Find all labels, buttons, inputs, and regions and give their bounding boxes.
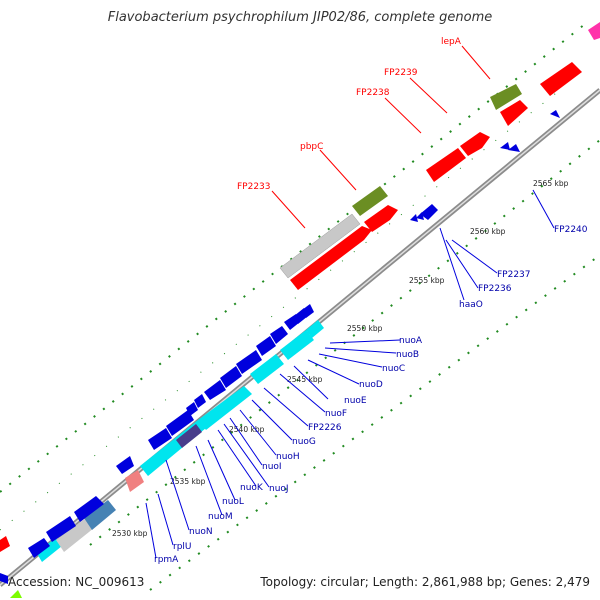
label-FP2239[interactable]: FP2239 [384,68,418,78]
gene-nuoK[interactable] [186,402,198,416]
forward-genes[interactable] [0,22,600,552]
gene-haaO[interactable] [410,214,418,222]
label-nuoD[interactable]: nuoD [359,380,383,390]
accession-text: Accession: NC_009613 [8,575,145,589]
gene-FP2240[interactable] [550,110,560,118]
gene-pink[interactable] [588,22,600,40]
label-lepA[interactable]: lepA [441,37,462,47]
tick-2555: 2555 kbp [409,276,445,285]
red-labels: FP2233 pbpC FP2238 FP2239 lepA [237,37,462,192]
tick-2565: 2565 kbp [533,179,569,188]
tick-2535: 2535 kbp [170,477,206,486]
gene-nuoF[interactable] [256,336,276,356]
gene-cyan-5[interactable] [280,330,314,360]
gene-purple[interactable] [176,424,202,448]
red-leaders [271,45,491,229]
gene-nuoH[interactable] [220,366,242,388]
gene-red-3[interactable] [540,62,582,96]
label-nuoA[interactable]: nuoA [399,336,423,346]
gene-FP2238[interactable] [426,148,466,182]
gene-nuoL[interactable] [166,410,194,436]
label-nuoM[interactable]: nuoM [208,512,233,522]
gene-rpmA[interactable] [28,538,50,558]
label-nuoN[interactable]: nuoN [189,527,213,537]
gene-FP2237[interactable] [420,204,438,220]
label-nuoE[interactable]: nuoE [344,396,367,406]
gene-blue-b2[interactable] [508,144,520,152]
tick-2560: 2560 kbp [470,227,506,236]
label-nuoK[interactable]: nuoK [240,483,264,493]
gene-FP2239[interactable] [460,132,490,156]
blue-labels: nuoA nuoB nuoC nuoD nuoE nuoF FP2226 nuo… [154,225,588,565]
gene-pink-small[interactable] [125,470,144,492]
label-nuoB[interactable]: nuoB [396,350,419,360]
tick-2545: 2545 kbp [287,375,323,384]
label-FP2236[interactable]: FP2236 [478,284,512,294]
gene-nuoM[interactable] [148,428,172,450]
gene-nuoB[interactable] [302,304,314,318]
label-FP2240[interactable]: FP2240 [554,225,588,235]
gene-cyan-3[interactable] [198,386,252,430]
tick-2530: 2530 kbp [112,529,148,538]
label-FP2237[interactable]: FP2237 [497,270,531,280]
gene-red-left[interactable] [0,536,10,552]
gene-red-2[interactable] [364,205,398,232]
blue-arrows[interactable] [28,110,560,558]
topology-text: Topology: circular; Length: 2,861,988 bp… [260,575,590,589]
label-pbpC[interactable]: pbpC [300,142,323,152]
label-nuoL[interactable]: nuoL [222,497,244,507]
label-FP2233[interactable]: FP2233 [237,182,271,192]
label-nuoF[interactable]: nuoF [325,409,347,419]
gene-nuoE[interactable] [270,326,288,344]
accession-marker-icon [0,573,8,584]
gene-nuoG[interactable] [236,350,262,374]
gene-nuoJ[interactable] [194,394,206,408]
label-nuoJ[interactable]: nuoJ [269,484,289,494]
label-rplU[interactable]: rplU [173,542,192,552]
gene-cyan-4[interactable] [250,354,284,384]
gene-nuoN[interactable] [116,456,134,474]
label-haaO[interactable]: haaO [459,300,483,310]
gene-nuoI[interactable] [204,380,226,400]
label-nuoC[interactable]: nuoC [382,364,405,374]
gene-blue-b1[interactable] [500,142,510,150]
label-FP2226[interactable]: FP2226 [308,423,342,433]
gene-cyan-1[interactable] [36,538,62,562]
blue-leaders [145,189,555,559]
gene-FP2233[interactable] [290,226,372,290]
gene-gray-2[interactable] [56,518,94,552]
tick-2540: 2540 kbp [229,425,265,434]
tick-2550: 2550 kbp [347,324,383,333]
label-nuoG[interactable]: nuoG [292,437,316,447]
gene-green-bottom[interactable] [10,590,22,598]
label-rpmA[interactable]: rpmA [154,555,179,565]
gene-red-lepA[interactable] [500,100,528,126]
gene-rplU[interactable] [46,516,76,542]
reverse-genes[interactable] [36,320,324,562]
gene-pbpC[interactable] [352,186,388,216]
label-FP2238[interactable]: FP2238 [356,88,390,98]
gene-blue-3[interactable] [74,496,104,522]
map-title: Flavobacterium psychrophilum JIP02/86, c… [107,10,493,25]
label-nuoI[interactable]: nuoI [262,462,282,472]
gene-lepA[interactable] [490,84,522,110]
label-nuoH[interactable]: nuoH [276,452,300,462]
scale-ticks: 2530 kbp 2535 kbp 2540 kbp 2545 kbp 2550… [112,179,569,538]
gene-steelblue[interactable] [84,500,116,530]
gene-pseudo-gray-1[interactable] [279,213,361,279]
gene-cyan-6[interactable] [306,320,324,338]
